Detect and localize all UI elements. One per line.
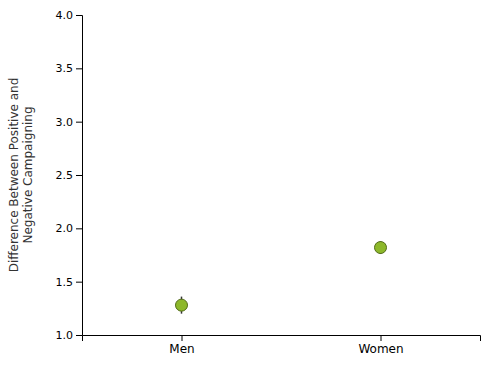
x-tick-label: Men <box>169 342 194 356</box>
y-tick-mark <box>76 122 82 123</box>
y-axis-title-line: Negative Campaigning <box>21 106 35 243</box>
point <box>176 299 188 311</box>
y-tick-mark <box>76 228 82 229</box>
x-axis: Men Women <box>83 335 481 356</box>
y-axis-title-line: Difference Between Positive and <box>7 78 21 273</box>
y-tick: 1.0 <box>56 329 83 342</box>
y-axis-line <box>76 16 83 336</box>
marks <box>176 241 387 314</box>
y-tick: 3.0 <box>56 116 83 129</box>
x-tick: Women <box>358 335 403 356</box>
y-tick-label: 2.0 <box>56 222 74 235</box>
y-tick-label: 3.5 <box>56 62 74 75</box>
point <box>375 242 387 254</box>
x-tick-mark <box>381 335 382 341</box>
chart: 1.0 1.5 2.0 2.5 3.0 3.5 4.0 Men Women Difference … <box>0 0 500 375</box>
y-tick: 2.0 <box>56 222 83 235</box>
y-tick: 2.5 <box>56 169 83 182</box>
y-tick-label: 4.0 <box>56 9 74 22</box>
y-tick: 1.5 <box>56 276 83 289</box>
y-tick-mark <box>76 68 82 69</box>
x-tick-label: Women <box>358 342 403 356</box>
y-axis-title: Difference Between Positive andNegative … <box>7 78 35 273</box>
y-tick-label: 3.0 <box>56 116 74 129</box>
y-tick-label: 2.5 <box>56 169 74 182</box>
y-tick-label: 1.5 <box>56 276 74 289</box>
y-tick-label: 1.0 <box>56 329 74 342</box>
y-tick-mark <box>76 335 82 336</box>
x-axis-line <box>83 336 481 342</box>
x-tick: Men <box>169 335 194 356</box>
y-tick-mark <box>76 282 82 283</box>
y-tick-mark <box>76 175 82 176</box>
x-tick-mark <box>182 335 183 341</box>
plot: 1.0 1.5 2.0 2.5 3.0 3.5 4.0 Men Women Difference … <box>7 9 481 356</box>
y-tick: 3.5 <box>56 62 83 75</box>
y-tick-mark <box>76 15 82 16</box>
y-axis: 1.0 1.5 2.0 2.5 3.0 3.5 4.0 <box>56 9 83 342</box>
y-tick: 4.0 <box>56 9 83 22</box>
